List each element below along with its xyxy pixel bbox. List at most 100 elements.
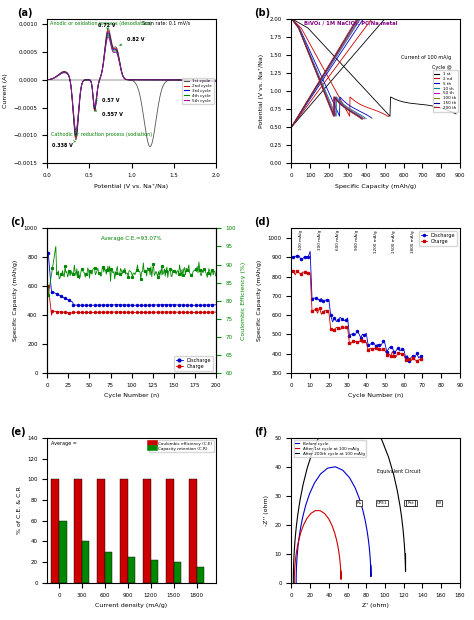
Line: 5th cycle: 5th cycle: [47, 37, 216, 130]
1st cycle: [105, 25, 111, 32]
Discharge: [309, 295, 315, 303]
5th cycle: [45, 76, 50, 84]
X-axis label: Cycle Number (n): Cycle Number (n): [348, 393, 403, 398]
5th cycle: [213, 78, 219, 85]
Before cycle: [332, 463, 338, 471]
5th cycle: [210, 78, 215, 85]
Bar: [51, 479, 59, 583]
Before cycle: [363, 518, 368, 526]
Text: (a): (a): [17, 7, 33, 18]
Discharge: [213, 301, 219, 309]
Text: Average =: Average =: [51, 441, 77, 446]
2nd cycle: [183, 76, 189, 84]
After 1st cycle at 100 mA/g: [338, 572, 344, 580]
Text: 0.57 V: 0.57 V: [96, 98, 119, 103]
5th cycle: [126, 76, 132, 84]
4th cycle: [146, 76, 151, 84]
Y-axis label: Potential (V vs. Na⁺/Na): Potential (V vs. Na⁺/Na): [259, 54, 264, 128]
Text: 600 mA/g: 600 mA/g: [336, 230, 340, 250]
Line: 1st cycle: 1st cycle: [47, 29, 216, 146]
1st cycle: [147, 143, 153, 150]
Discharge: [90, 301, 96, 309]
4th cycle: [210, 78, 215, 85]
2nd cycle: [146, 76, 151, 84]
Charge: [53, 308, 59, 315]
Text: 0.72 V: 0.72 V: [98, 23, 115, 29]
Legend: 1 st, 2 nd, 5 th, 10 th, 50 th, 100 th, 150 th, 200 th: 1 st, 2 nd, 5 th, 10 th, 50 th, 100 th, …: [433, 70, 458, 112]
After 1st cycle at 100 mA/g: [337, 558, 343, 565]
1st cycle: [145, 139, 151, 146]
4th cycle: [125, 76, 131, 84]
Discharge: [307, 247, 313, 255]
Line: Before cycle: Before cycle: [296, 467, 371, 583]
Charge: [401, 350, 407, 358]
5th cycle: [105, 33, 111, 40]
1st cycle: [136, 87, 142, 95]
Discharge: [55, 291, 61, 298]
After 200th cycle at 100 mA/g: [401, 542, 407, 549]
Discharge: [200, 301, 205, 309]
X-axis label: Potential (V vs. Na⁺/Na): Potential (V vs. Na⁺/Na): [94, 184, 169, 188]
After 1st cycle at 100 mA/g: [338, 567, 344, 575]
Text: Current of 100 mA/g: Current of 100 mA/g: [401, 55, 451, 60]
Charge: [46, 283, 51, 290]
After 1st cycle at 100 mA/g: [338, 567, 344, 575]
After 200th cycle at 100 mA/g: [399, 515, 405, 522]
Bar: [97, 479, 105, 583]
Before cycle: [368, 562, 374, 570]
Charge: [213, 308, 219, 316]
After 200th cycle at 100 mA/g: [293, 522, 299, 529]
After 1st cycle at 100 mA/g: [337, 554, 343, 562]
Y-axis label: Specific Capacity (mAh/g): Specific Capacity (mAh/g): [13, 260, 18, 342]
Line: After 1st cycle at 100 mA/g: After 1st cycle at 100 mA/g: [294, 511, 341, 583]
Text: 1500 mA/g: 1500 mA/g: [392, 230, 396, 253]
Bar: [74, 479, 82, 583]
Bar: [128, 557, 136, 583]
3rd cycle: [126, 76, 132, 84]
Discharge: [76, 301, 82, 309]
4th cycle: [183, 76, 189, 84]
Text: 0.82 V: 0.82 V: [119, 37, 145, 45]
2nd cycle: [210, 78, 215, 85]
After 200th cycle at 100 mA/g: [386, 454, 392, 461]
Line: 2nd cycle: 2nd cycle: [47, 30, 216, 137]
1st cycle: [213, 78, 219, 85]
3rd cycle: [125, 76, 131, 84]
After 200th cycle at 100 mA/g: [391, 471, 397, 479]
Bar: [197, 567, 204, 583]
Line: 3rd cycle: 3rd cycle: [47, 33, 216, 135]
Bar: [173, 562, 181, 583]
Charge: [205, 309, 211, 316]
1st cycle: [210, 78, 215, 85]
Text: Anodic or oxidation process (desodiation): Anodic or oxidation process (desodiation…: [50, 22, 152, 27]
Line: After 200th cycle at 100 mA/g: After 200th cycle at 100 mA/g: [293, 409, 406, 583]
Discharge: [137, 301, 143, 309]
Line: Charge: Charge: [292, 270, 423, 362]
Before cycle: [365, 528, 370, 536]
Line: Discharge: Discharge: [47, 252, 217, 306]
Charge: [405, 357, 410, 365]
Charge: [307, 270, 313, 277]
1st cycle: [45, 76, 50, 83]
Y-axis label: Current (A): Current (A): [3, 74, 8, 108]
2nd cycle: [45, 76, 50, 83]
Discharge: [364, 329, 369, 337]
3rd cycle: [137, 76, 142, 84]
Text: 1200 mA/g: 1200 mA/g: [374, 230, 378, 253]
3rd cycle: [210, 78, 215, 85]
Text: 100 mA/g: 100 mA/g: [299, 230, 303, 250]
3rd cycle: [105, 29, 111, 37]
After 200th cycle at 100 mA/g: [349, 405, 355, 412]
1st cycle: [183, 76, 189, 84]
Charge: [200, 309, 205, 316]
Y-axis label: Coulombic Efficiency (%): Coulombic Efficiency (%): [241, 262, 246, 340]
Discharge: [205, 301, 211, 309]
Text: 1800 mA/g: 1800 mA/g: [411, 230, 415, 253]
Text: Average C.E.=93.07%: Average C.E.=93.07%: [101, 236, 162, 241]
Charge: [56, 308, 62, 316]
X-axis label: Current density (mA/g): Current density (mA/g): [95, 603, 168, 608]
Legend: Discharge, Charge: Discharge, Charge: [419, 231, 457, 246]
2nd cycle: [73, 133, 79, 141]
Before cycle: [368, 571, 374, 578]
Y-axis label: % of C.E. & C.R: % of C.E. & C.R: [17, 487, 22, 534]
